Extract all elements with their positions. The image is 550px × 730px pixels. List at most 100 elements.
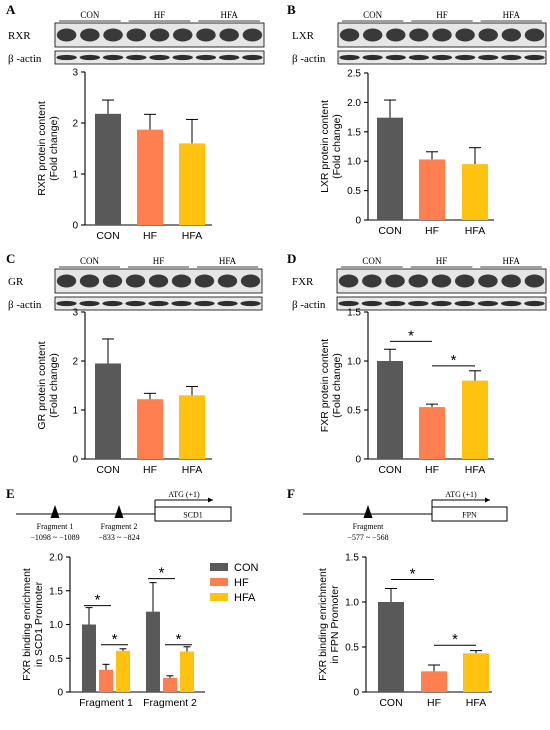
blot-control-band: [102, 54, 124, 61]
x-tick-label: HF: [427, 697, 441, 709]
atg-label: ATG (+1): [445, 490, 477, 499]
western-blot-b: CON HF HFA LXR β -actin: [292, 10, 547, 65]
blot-control-band: [339, 54, 360, 61]
y-axis-label-line-2: (Fold change): [48, 353, 60, 418]
blot-control-label: β -actin: [292, 53, 326, 65]
blot-control-band: [148, 300, 169, 307]
blot-control-band: [524, 300, 545, 307]
legend-label-hfa: HFA: [234, 592, 256, 604]
blot-group-label-hfa: HFA: [219, 256, 237, 266]
fragment-range: −1098 ~ −1089: [30, 533, 79, 542]
bar-chart-a: 0 1 2 3 RXR protein content (Fold change) CON H…: [36, 68, 212, 242]
blot-target-label: LXR: [292, 30, 315, 42]
blot-target-band: [240, 274, 261, 288]
blot-group-label-hfa: HFA: [220, 10, 238, 20]
blot-control-band: [454, 54, 476, 61]
blot-target-band: [217, 274, 238, 288]
blot-control-band: [79, 300, 100, 307]
y-tick-label: 3: [72, 308, 78, 319]
y-tick-label: 1.5: [345, 553, 359, 564]
bar-hfa: [116, 650, 130, 692]
y-tick-label: 2.0: [347, 98, 361, 109]
blot-group-label-con: CON: [363, 10, 383, 20]
y-tick-label: 0: [57, 688, 63, 699]
y-tick-label: 1: [72, 170, 78, 181]
blot-target-label: FXR: [292, 276, 314, 288]
bar-chart-f: 0 0.5 1.0 1.5 FXR binding enrichment in FPN P…: [317, 553, 492, 709]
y-tick-label: 0.5: [347, 406, 361, 417]
blot-target-band: [455, 28, 475, 42]
blot-control-band: [384, 300, 406, 307]
blot-target-band: [385, 274, 405, 288]
blot-target-band: [56, 274, 77, 288]
blot-target-band: [339, 28, 360, 42]
blot-control-label: β -actin: [292, 299, 326, 311]
bar-con: [378, 602, 404, 692]
blot-target-band: [102, 274, 123, 288]
blot-control-band: [501, 54, 522, 61]
panel-letter-c: C: [6, 251, 15, 266]
bar-con: [95, 113, 121, 225]
y-axis-label-line-2: (Fold change): [331, 114, 343, 179]
blot-target-band: [125, 274, 146, 288]
fragment-range: −833 ~ −824: [98, 533, 139, 542]
blot-control-band: [102, 300, 123, 307]
bar-hf: [421, 671, 447, 692]
y-tick-label: 1.5: [49, 586, 63, 597]
blot-target-band: [478, 28, 498, 42]
y-axis-label-line-2: (Fold change): [331, 353, 343, 418]
x-tick-label: CON: [96, 464, 119, 476]
blot-control-band: [126, 54, 147, 61]
blot-control-band: [431, 54, 453, 61]
binding-site-marker: [50, 505, 60, 518]
x-tick-label: HFA: [466, 697, 486, 709]
blot-control-band: [56, 54, 77, 61]
blot-target-band: [242, 28, 263, 42]
blot-control-label: β -actin: [8, 299, 42, 311]
significance-star: *: [95, 592, 101, 609]
atg-label: ATG (+1): [168, 490, 200, 499]
y-axis-label-line-2: in SCD1 Promoter: [33, 581, 45, 667]
bar-hfa: [179, 143, 205, 225]
blot-control-band: [125, 300, 146, 307]
blot-target-band: [79, 274, 100, 288]
y-axis-label: FXR binding enrichment: [21, 568, 33, 681]
significance-star: *: [159, 565, 165, 582]
y-tick-label: 0.5: [345, 643, 359, 654]
x-tick-label: CON: [378, 464, 401, 476]
bar-chart-b: 0 0.5 1.0 1.5 2.0 2.5 LXR protein content (Fold…: [319, 69, 494, 237]
significance-star: *: [112, 631, 118, 648]
panel-letter-a: A: [6, 2, 16, 17]
blot-target-band: [409, 28, 429, 42]
tss-arrowhead: [485, 497, 490, 503]
panel-letter-d: D: [287, 251, 296, 266]
bar-hf: [419, 159, 445, 220]
bar-chart-e: 0 0.5 1.0 1.5 2.0 FXR binding enrichment in SC…: [21, 553, 259, 710]
blot-target-band: [408, 274, 429, 288]
y-tick-label: 0: [72, 455, 78, 466]
bar-con: [95, 363, 121, 459]
promoter-schematic-f: FPN ATG (+1) Fragment −577 ~ −568: [303, 490, 508, 542]
blot-target-band: [219, 28, 239, 42]
blot-target-band: [362, 28, 383, 42]
bar-hf: [163, 677, 177, 692]
bar-chart-d: 0 0.5 1.0 1.5 FXR protein content (Fold chang…: [319, 308, 494, 476]
y-tick-label: 0: [353, 688, 359, 699]
blot-control-band: [56, 300, 77, 307]
y-tick-label: 0: [355, 216, 361, 227]
y-axis-label-line-2: in FPN Promoter: [329, 585, 341, 664]
blot-control-band: [149, 54, 170, 61]
blot-target-band: [386, 28, 406, 42]
blot-control-band: [218, 54, 240, 61]
y-tick-label: 0: [72, 221, 78, 232]
y-tick-label: 1.0: [347, 157, 361, 168]
y-axis-label-line-2: (Fold change): [48, 116, 60, 181]
x-tick-label: HF: [425, 464, 439, 476]
blot-control-band: [454, 300, 475, 307]
y-tick-label: 0.5: [347, 186, 361, 197]
blot-target-label: RXR: [8, 30, 31, 42]
blot-target-band: [478, 274, 498, 288]
blot-target-band: [338, 274, 359, 288]
gene-box: [431, 506, 508, 522]
